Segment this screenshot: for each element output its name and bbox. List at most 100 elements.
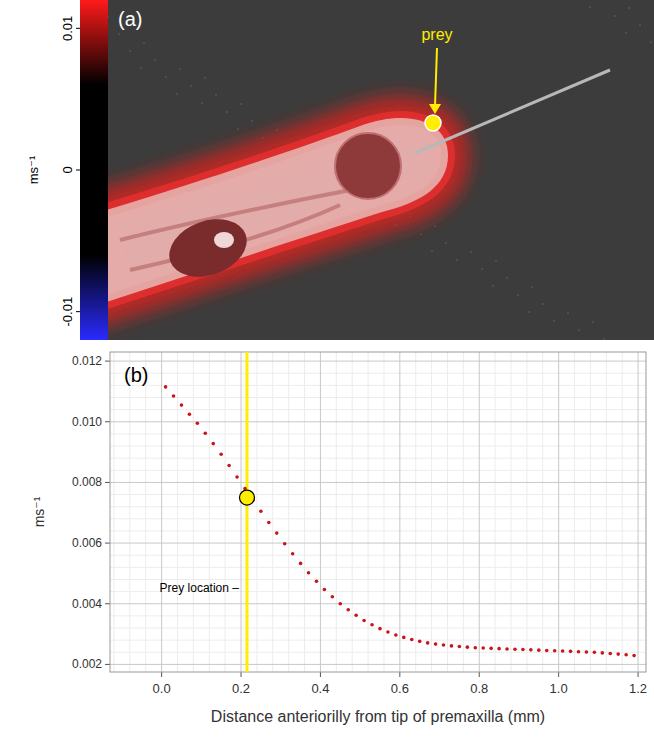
y-tick-label: 0.012: [72, 354, 102, 368]
plot-area: [110, 352, 646, 672]
data-point: [172, 394, 176, 398]
colorbar-tick: [76, 170, 80, 171]
data-point: [203, 431, 207, 435]
minor-grid: [110, 494, 646, 495]
minor-grid: [110, 518, 646, 519]
minor-grid: [110, 555, 646, 556]
data-point: [338, 602, 342, 606]
speckle: [201, 102, 203, 104]
minor-grid: [511, 352, 512, 672]
speckle: [431, 250, 433, 252]
minor-grid: [288, 352, 289, 672]
speckle: [276, 129, 278, 131]
x-tick: [638, 672, 639, 677]
minor-grid: [526, 352, 527, 672]
grid-line: [558, 352, 559, 672]
speckle: [176, 93, 178, 95]
speckle: [650, 41, 652, 43]
minor-grid: [113, 352, 114, 672]
minor-grid: [542, 352, 543, 672]
speckle: [592, 321, 594, 323]
larva-eye: [335, 133, 401, 199]
speckle: [492, 285, 494, 287]
data-point: [227, 464, 231, 468]
minor-grid: [272, 352, 273, 672]
grid-line: [161, 352, 162, 672]
data-point: [370, 623, 374, 627]
grid-line: [110, 543, 646, 544]
minor-grid: [336, 352, 337, 672]
data-point: [442, 643, 446, 647]
data-point: [378, 627, 382, 631]
prey-line: [245, 352, 248, 672]
x-tick-label: 0.6: [391, 681, 409, 696]
x-tick-label: 1.2: [629, 681, 647, 696]
y-tick: [105, 603, 110, 604]
data-point: [505, 647, 509, 651]
y-tick: [105, 421, 110, 422]
x-tick: [399, 672, 400, 677]
x-tick-label: 0.8: [470, 681, 488, 696]
speckle: [108, 16, 109, 18]
data-point: [211, 442, 215, 446]
minor-grid: [110, 397, 646, 398]
minor-grid: [304, 352, 305, 672]
minor-grid: [145, 352, 146, 672]
speckle: [420, 233, 422, 235]
speckle: [143, 42, 145, 44]
data-point: [624, 653, 628, 657]
data-point: [164, 385, 168, 389]
x-tick: [479, 672, 480, 677]
speckle: [129, 50, 131, 52]
minor-grid: [193, 352, 194, 672]
minor-grid: [110, 458, 646, 459]
speckle: [495, 260, 497, 262]
minor-grid: [110, 433, 646, 434]
y-tick-label: 0.008: [72, 475, 102, 489]
speckle: [434, 225, 436, 227]
minor-grid: [256, 352, 257, 672]
data-point: [616, 652, 620, 656]
data-point: [307, 571, 311, 575]
grid-line: [110, 664, 646, 665]
minor-grid: [110, 652, 646, 653]
minor-grid: [431, 352, 432, 672]
minor-grid: [463, 352, 464, 672]
data-point: [386, 630, 390, 634]
data-point: [569, 650, 573, 654]
minor-grid: [110, 615, 646, 616]
y-tick-label: 0.006: [72, 536, 102, 550]
data-point: [561, 649, 565, 653]
x-tick-label: 0.2: [232, 681, 250, 696]
y-tick-label: 0.010: [72, 415, 102, 429]
annotation: Prey location –: [160, 581, 240, 595]
speckle: [237, 128, 239, 130]
data-point: [537, 648, 541, 652]
speckle: [165, 76, 167, 78]
data-point: [362, 619, 366, 623]
data-point: [410, 638, 414, 642]
prey-marker: [239, 490, 254, 505]
speckle: [528, 311, 530, 313]
speckle: [251, 120, 253, 122]
minor-grid: [110, 409, 646, 410]
y-tick: [105, 482, 110, 483]
grid-line: [320, 352, 321, 672]
image-content: [108, 6, 652, 340]
larva-body: [108, 118, 448, 304]
data-point: [235, 475, 239, 479]
speckle: [226, 111, 228, 113]
data-point: [402, 636, 406, 640]
data-point: [553, 649, 557, 653]
x-tick: [558, 672, 559, 677]
data-point: [283, 542, 287, 546]
speckle: [625, 32, 627, 34]
data-point: [489, 647, 493, 651]
minor-grid: [110, 373, 646, 374]
speckle: [190, 85, 192, 87]
x-tick: [241, 672, 242, 677]
data-point: [267, 521, 271, 525]
speckle: [567, 312, 569, 314]
data-point: [346, 608, 350, 612]
data-point: [434, 642, 438, 646]
